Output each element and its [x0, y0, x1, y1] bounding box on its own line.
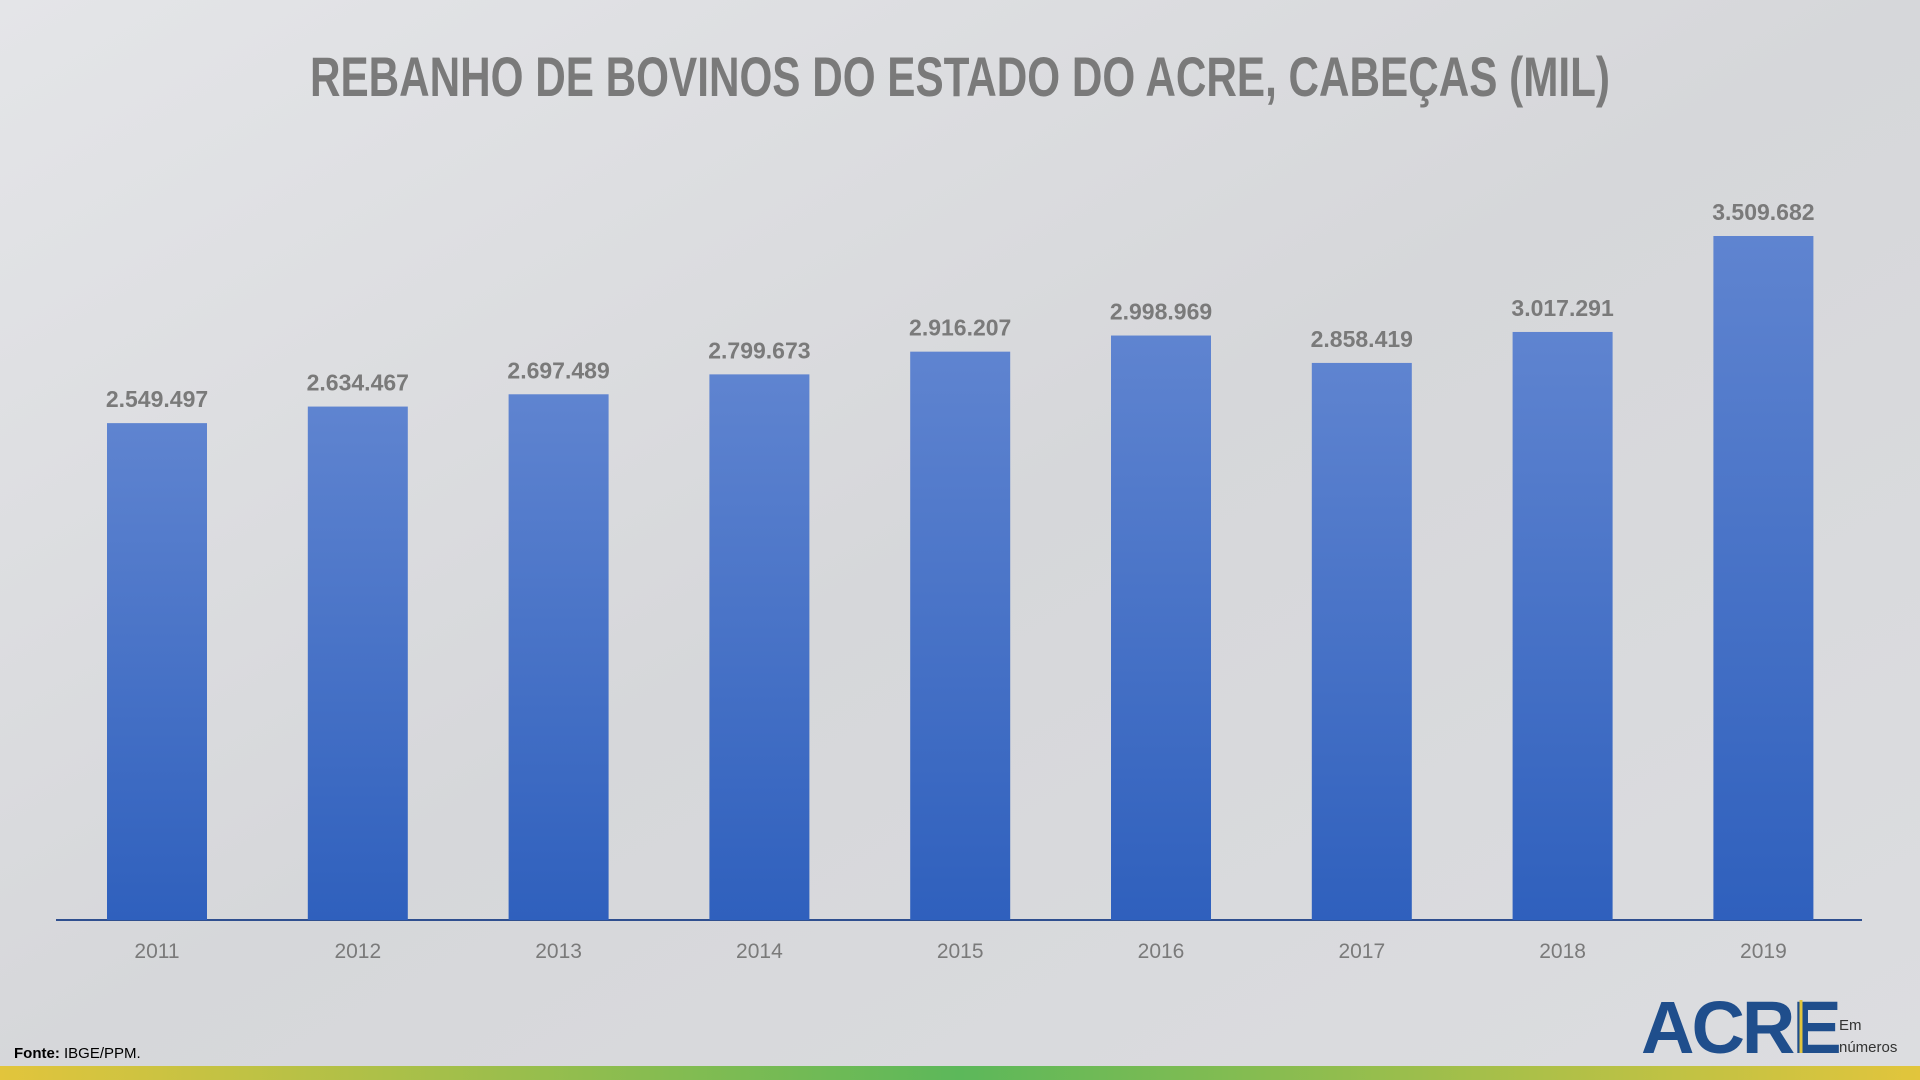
value-label: 2.799.673 — [708, 337, 810, 363]
x-tick-label: 2013 — [535, 940, 582, 963]
bar — [1111, 335, 1211, 920]
logo-line1: Em — [1839, 1017, 1862, 1034]
value-label: 2.916.207 — [909, 315, 1011, 341]
source-label: Fonte: — [14, 1045, 60, 1062]
x-tick-label: 2014 — [736, 940, 783, 963]
source-text: IBGE/PPM. — [64, 1045, 141, 1062]
x-tick-label: 2018 — [1539, 940, 1586, 963]
bar — [1311, 362, 1412, 920]
x-tick-label: 2011 — [134, 940, 179, 963]
x-tick-label: 2016 — [1138, 940, 1185, 963]
value-label: 2.549.497 — [106, 386, 208, 412]
bottom-stripe — [0, 1066, 1920, 1080]
source: Fonte: IBGE/PPM. — [14, 1045, 141, 1062]
bar — [910, 351, 1011, 921]
x-tick-label: 2015 — [937, 940, 984, 963]
logo-line2: números — [1839, 1039, 1897, 1056]
value-label: 3.509.682 — [1712, 199, 1814, 225]
x-tick-label: 2019 — [1740, 940, 1787, 963]
bar — [508, 394, 609, 920]
bar — [709, 374, 810, 920]
value-label: 3.017.291 — [1511, 295, 1614, 321]
x-tick-label: 2017 — [1338, 940, 1385, 963]
value-label: 2.998.969 — [1110, 299, 1212, 325]
bar — [107, 423, 207, 920]
bar — [1512, 331, 1613, 921]
x-tick-label: 2012 — [334, 940, 381, 963]
bar — [1713, 236, 1814, 920]
value-label: 2.858.419 — [1311, 326, 1413, 352]
bar — [307, 406, 408, 920]
logo-name: ACRE — [1641, 986, 1839, 1069]
chart-title: REBANHO DE BOVINOS DO ESTADO DO ACRE, CA… — [310, 45, 1610, 108]
value-label: 2.697.489 — [507, 357, 609, 383]
value-label: 2.634.467 — [307, 370, 409, 396]
